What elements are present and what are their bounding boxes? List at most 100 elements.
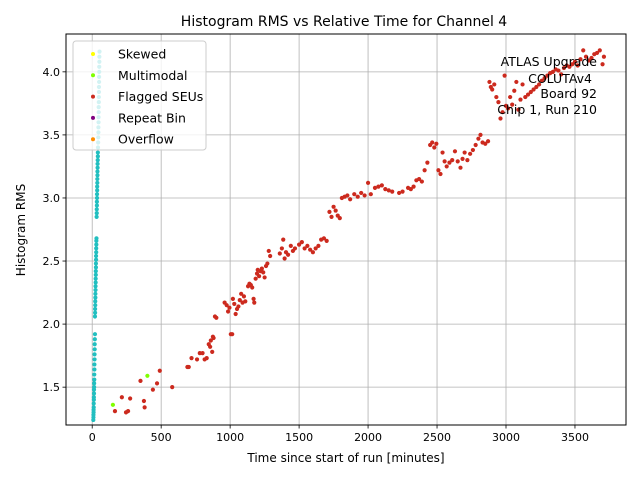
point-flagged-seus xyxy=(583,54,589,59)
point-flagged-seus xyxy=(468,151,473,156)
x-tick-label: 3000 xyxy=(492,431,520,444)
point-flagged-seus xyxy=(487,79,492,85)
point-flagged-seus xyxy=(239,291,244,296)
point-flagged-seus xyxy=(282,256,287,261)
point-normal xyxy=(94,207,99,212)
point-flagged-seus xyxy=(299,240,304,245)
point-flagged-seus xyxy=(417,176,422,182)
point-flagged-seus xyxy=(225,309,231,314)
point-flagged-seus xyxy=(251,296,256,301)
point-flagged-seus xyxy=(500,110,505,115)
point-flagged-seus xyxy=(455,159,460,164)
point-flagged-seus xyxy=(510,102,515,107)
point-flagged-seus xyxy=(531,87,536,92)
point-normal xyxy=(94,192,100,197)
point-flagged-seus xyxy=(597,48,602,53)
point-flagged-seus xyxy=(329,214,334,219)
point-flagged-seus xyxy=(302,246,307,251)
point-flagged-seus xyxy=(465,158,470,163)
legend-marker-repeat-bin xyxy=(91,115,95,120)
point-flagged-seus xyxy=(556,68,561,73)
point-normal xyxy=(92,337,97,342)
point-flagged-seus xyxy=(262,275,267,280)
point-normal xyxy=(95,165,100,170)
point-normal xyxy=(94,199,99,204)
annotation-line-4: Chip 1, Run 210 xyxy=(497,102,597,117)
legend-label-skewed: Skewed xyxy=(118,47,166,62)
point-flagged-seus xyxy=(243,299,248,304)
point-flagged-seus xyxy=(157,368,162,373)
point-flagged-seus xyxy=(581,48,586,53)
point-flagged-seus xyxy=(305,243,310,248)
point-normal xyxy=(92,367,97,372)
y-tick-label: 1.5 xyxy=(43,381,61,394)
point-flagged-seus xyxy=(359,190,364,196)
point-flagged-seus xyxy=(561,65,567,71)
point-flagged-seus xyxy=(578,57,583,62)
legend-marker-overflow xyxy=(91,137,95,142)
point-normal xyxy=(93,272,98,278)
point-flagged-seus xyxy=(308,247,313,252)
point-normal xyxy=(93,299,98,304)
point-flagged-seus xyxy=(365,180,371,185)
point-flagged-seus xyxy=(525,92,531,97)
point-flagged-seus xyxy=(150,387,155,392)
point-normal xyxy=(93,306,98,312)
point-flagged-seus xyxy=(112,409,118,414)
point-normal xyxy=(92,357,97,362)
point-flagged-seus xyxy=(528,89,533,95)
point-flagged-seus xyxy=(316,243,321,248)
point-normal xyxy=(95,180,100,185)
point-flagged-seus xyxy=(266,248,271,254)
point-flagged-seus xyxy=(257,274,262,279)
point-normal xyxy=(93,257,99,262)
y-axis-ticks: 1.5 2.0 2.5 3.0 3.5 4.0 xyxy=(43,66,66,394)
point-normal xyxy=(95,154,100,159)
point-normal xyxy=(92,377,97,382)
point-normal xyxy=(95,173,100,178)
point-flagged-seus xyxy=(297,242,302,247)
point-flagged-seus xyxy=(438,171,443,177)
point-flagged-seus xyxy=(498,116,503,121)
point-flagged-seus xyxy=(450,158,455,163)
x-tick-label: 0 xyxy=(89,431,96,444)
point-flagged-seus xyxy=(411,184,416,189)
point-flagged-seus xyxy=(586,58,591,63)
point-flagged-seus xyxy=(539,78,544,83)
point-flagged-seus xyxy=(141,398,147,404)
point-flagged-seus xyxy=(281,237,286,242)
point-multimodal xyxy=(145,373,150,378)
point-flagged-seus xyxy=(390,189,395,194)
legend-label-multimodal: Multimodal xyxy=(118,68,187,83)
point-flagged-seus xyxy=(372,185,378,190)
point-flagged-seus xyxy=(189,356,194,361)
point-flagged-seus xyxy=(462,150,467,155)
point-flagged-seus xyxy=(545,73,550,78)
y-tick-label: 3.5 xyxy=(43,129,61,142)
x-tick-label: 1000 xyxy=(216,431,244,444)
point-normal xyxy=(93,295,98,300)
point-flagged-seus xyxy=(572,59,578,64)
point-flagged-seus xyxy=(204,356,209,361)
point-flagged-seus xyxy=(259,266,264,271)
point-flagged-seus xyxy=(502,73,507,78)
point-normal xyxy=(93,284,98,289)
point-normal xyxy=(93,269,98,274)
point-flagged-seus xyxy=(589,55,594,61)
point-flagged-seus xyxy=(345,193,350,198)
point-flagged-seus xyxy=(324,238,329,243)
point-flagged-seus xyxy=(214,315,219,320)
point-flagged-seus xyxy=(138,378,143,383)
y-tick-label: 4.0 xyxy=(43,66,61,79)
x-tick-label: 2500 xyxy=(423,431,451,444)
point-normal xyxy=(91,401,96,406)
point-flagged-seus xyxy=(458,165,463,170)
point-flagged-seus xyxy=(379,183,384,188)
point-normal xyxy=(93,303,98,308)
point-flagged-seus xyxy=(430,140,435,145)
point-flagged-seus xyxy=(142,405,147,410)
point-flagged-seus xyxy=(516,107,521,112)
point-normal xyxy=(92,314,98,319)
point-flagged-seus xyxy=(321,236,327,241)
point-normal xyxy=(95,150,100,155)
